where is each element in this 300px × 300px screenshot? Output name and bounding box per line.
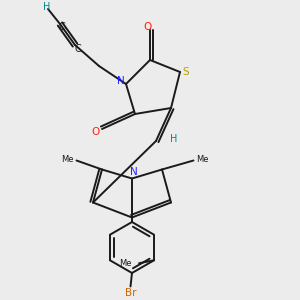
Text: N: N	[117, 76, 124, 86]
Text: Br: Br	[125, 287, 136, 298]
Text: S: S	[182, 67, 189, 77]
Text: Me: Me	[119, 259, 132, 268]
Text: H: H	[170, 134, 178, 145]
Text: C: C	[74, 44, 81, 54]
Text: C: C	[58, 22, 65, 32]
Text: H: H	[43, 2, 50, 12]
Text: N: N	[130, 167, 137, 177]
Text: O: O	[143, 22, 151, 32]
Text: Me: Me	[196, 154, 209, 164]
Text: Me: Me	[61, 154, 74, 164]
Text: O: O	[92, 127, 100, 137]
